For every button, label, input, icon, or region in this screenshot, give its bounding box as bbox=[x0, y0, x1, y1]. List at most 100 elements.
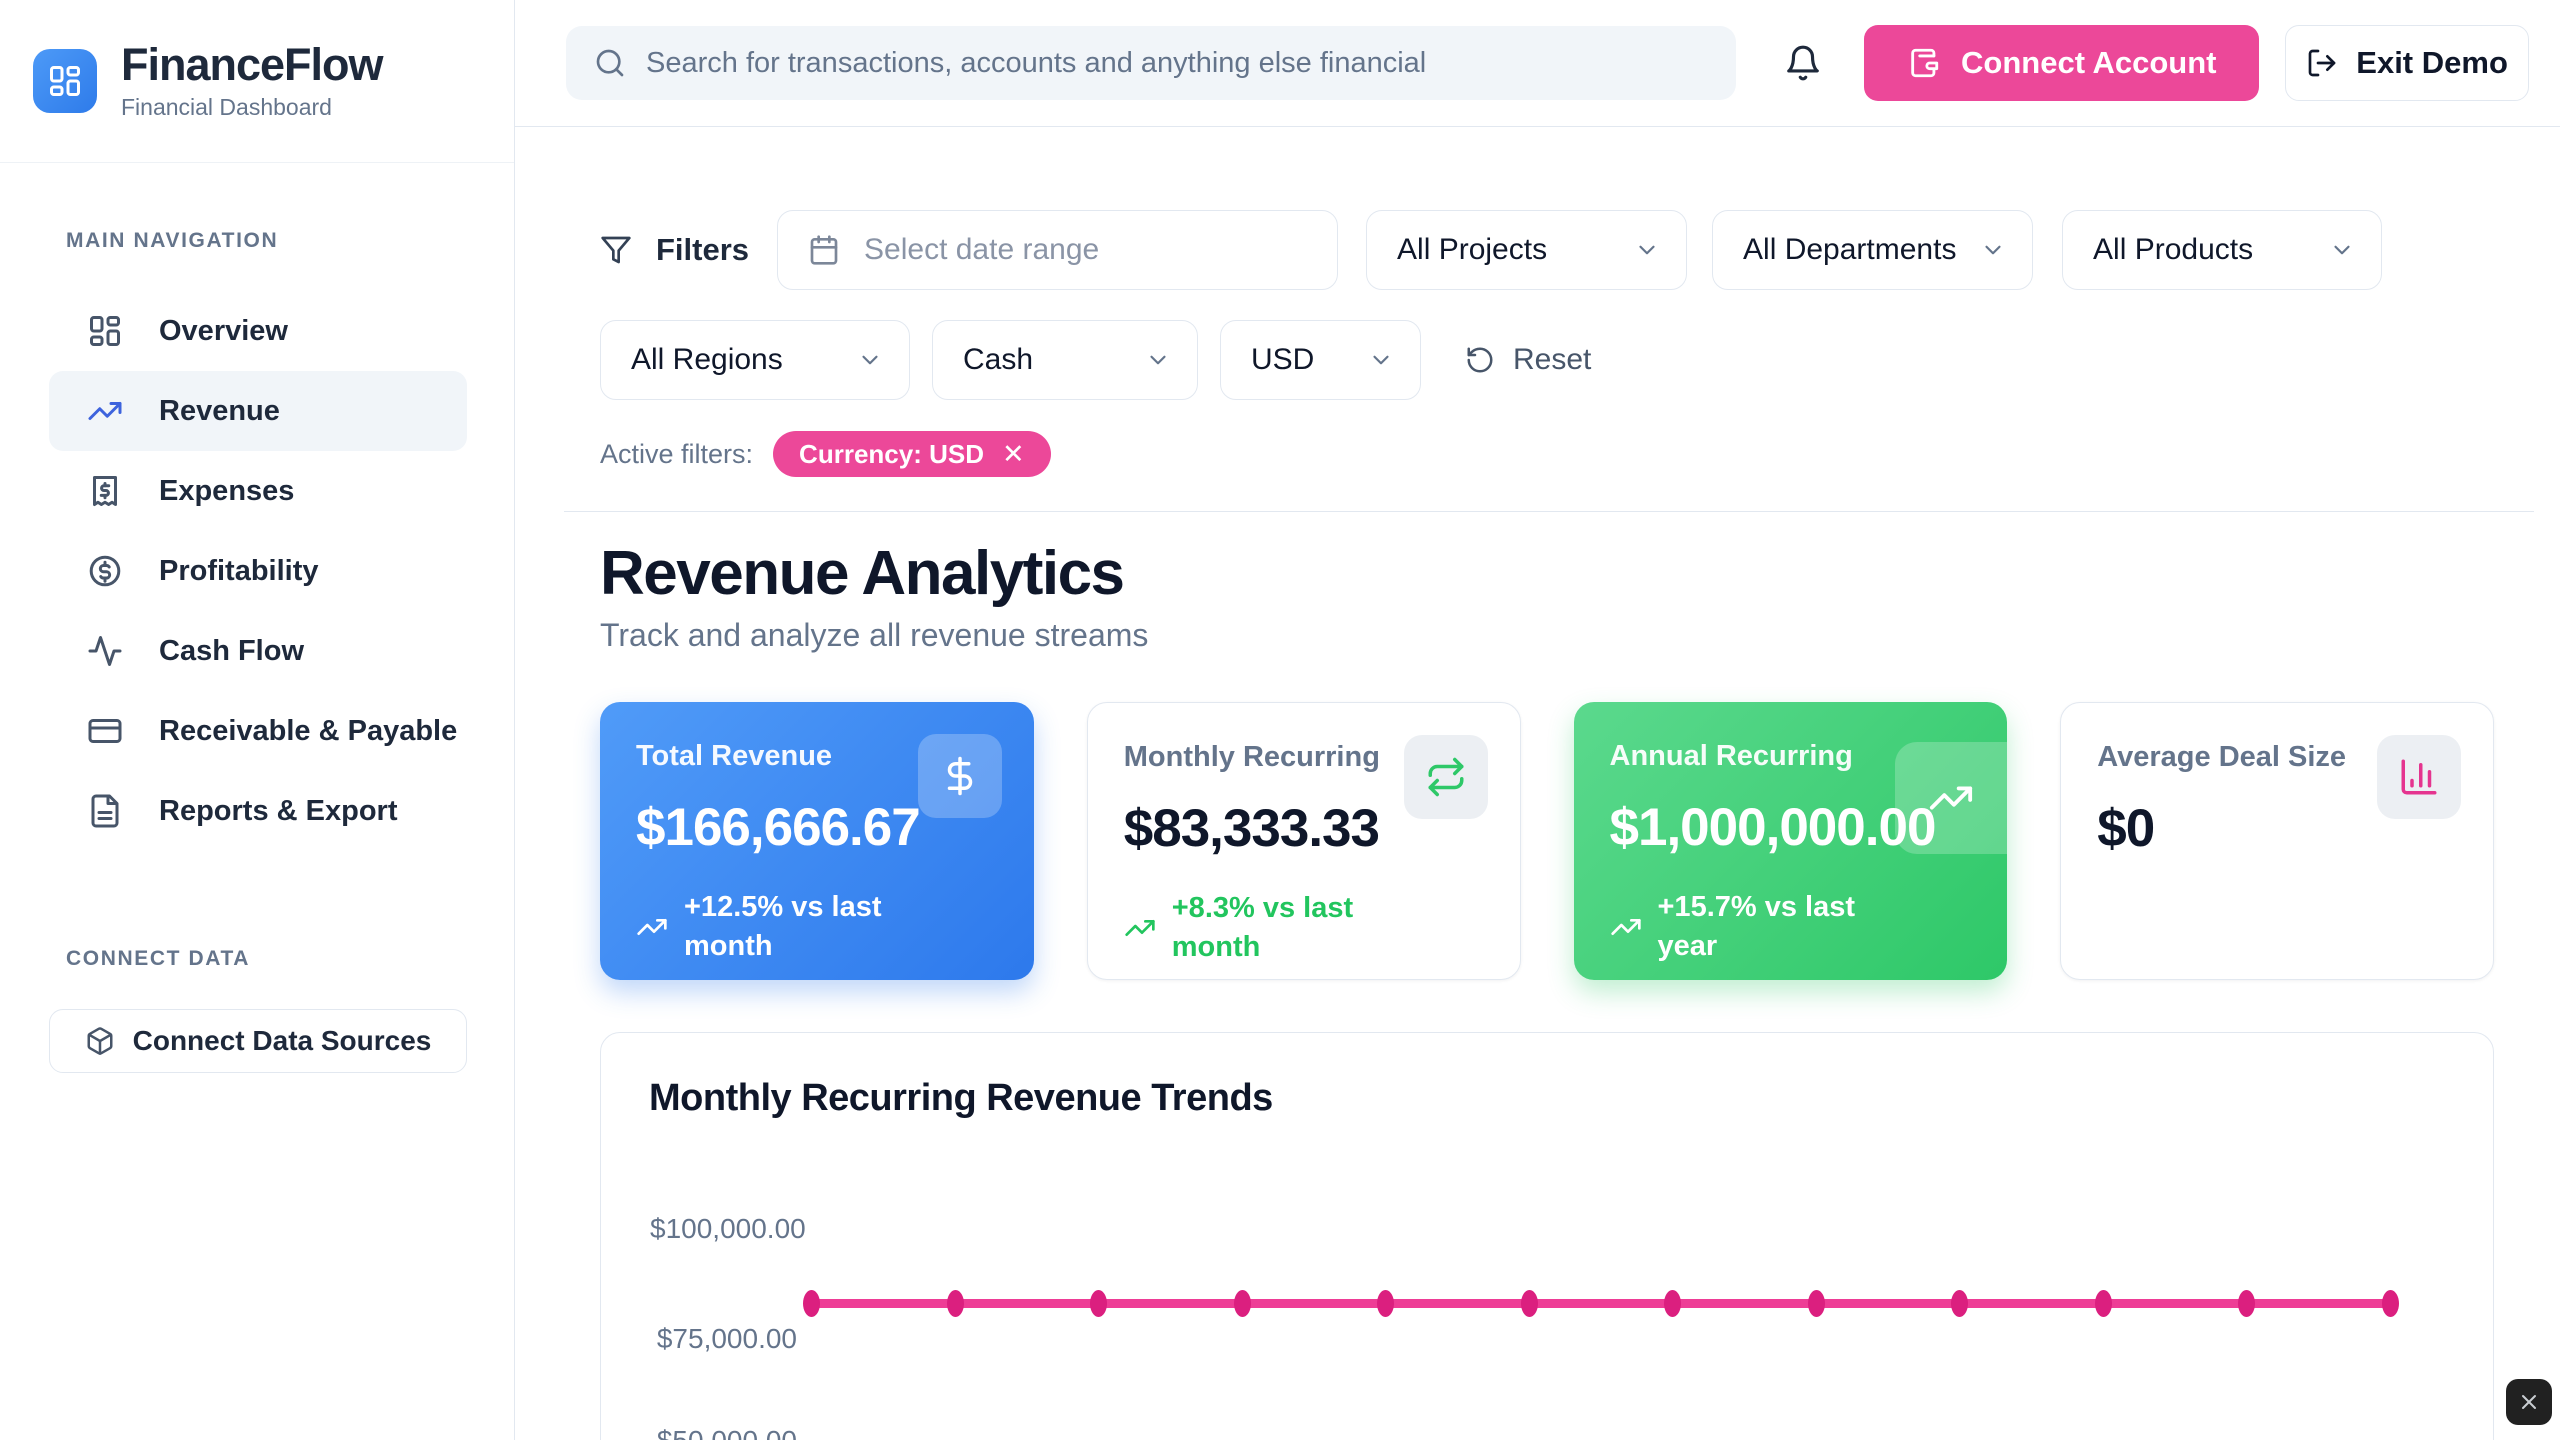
trending-up-icon bbox=[1930, 786, 1973, 810]
chart-point bbox=[803, 1290, 820, 1318]
exit-demo-label: Exit Demo bbox=[2356, 45, 2508, 80]
projects-dropdown[interactable]: All Projects bbox=[1366, 210, 1688, 290]
brand-title: FinanceFlow bbox=[121, 39, 384, 91]
kpi-icon-badge bbox=[1403, 735, 1488, 820]
kpi-icon-badge bbox=[2377, 735, 2461, 820]
sidebar-item-reports-export[interactable]: Reports & Export bbox=[49, 771, 467, 851]
date-range-placeholder: Select date range bbox=[864, 233, 1100, 266]
page-title: Revenue Analytics bbox=[600, 539, 1125, 608]
kpi-icon-badge bbox=[917, 734, 1002, 819]
kpi-card-monthly-recurring: Monthly Recurring $83,333.33 +8.3% vs la… bbox=[1086, 702, 1521, 981]
log-out-icon bbox=[2308, 49, 2336, 77]
accounting-basis-dropdown[interactable]: Cash bbox=[932, 320, 1198, 400]
currency-dropdown[interactable]: USD bbox=[1220, 320, 1421, 400]
notifications-button[interactable] bbox=[1778, 38, 1828, 88]
projects-dropdown-value: All Projects bbox=[1397, 233, 1548, 266]
dollar-icon bbox=[947, 757, 972, 796]
kpi-delta: +12.5% vs last month bbox=[636, 888, 946, 966]
brand-text: FinanceFlow Financial Dashboard bbox=[121, 39, 384, 120]
chevron-down-icon bbox=[862, 355, 878, 365]
sidebar-item-label: Revenue bbox=[159, 394, 280, 427]
accounting-basis-dropdown-value: Cash bbox=[963, 343, 1034, 376]
main-navigation: Overview Revenue Expenses bbox=[0, 291, 514, 851]
sidebar: FinanceFlow Financial Dashboard MAIN NAV… bbox=[0, 0, 515, 1440]
receipt-icon bbox=[93, 476, 117, 506]
regions-dropdown[interactable]: All Regions bbox=[600, 320, 910, 400]
sidebar-item-cash-flow[interactable]: Cash Flow bbox=[49, 611, 467, 691]
active-filters-label: Active filters: bbox=[600, 438, 754, 469]
kpi-card-annual-recurring: Annual Recurring $1,000,000.00 +15.7% vs… bbox=[1573, 702, 2008, 981]
search-box bbox=[566, 26, 1737, 100]
kpi-label: Average Deal Size bbox=[2097, 741, 2347, 774]
active-filter-chip-currency[interactable]: Currency: USD ✕ bbox=[773, 431, 1051, 477]
reset-filters-button[interactable]: Reset bbox=[1465, 343, 1591, 377]
kpi-delta-text: +12.5% vs last month bbox=[684, 891, 882, 963]
exit-demo-button[interactable]: Exit Demo bbox=[2285, 25, 2529, 101]
sidebar-item-overview[interactable]: Overview bbox=[49, 291, 467, 371]
chart-point bbox=[1233, 1290, 1251, 1318]
sidebar-item-revenue[interactable]: Revenue bbox=[49, 371, 467, 451]
credit-card-icon bbox=[88, 719, 122, 743]
connect-data-sources-button[interactable]: Connect Data Sources bbox=[49, 1009, 467, 1073]
y-axis-tick: $75,000.00 bbox=[656, 1323, 797, 1355]
sidebar-item-label: Reports & Export bbox=[159, 794, 398, 827]
chevron-down-icon bbox=[2334, 245, 2350, 255]
y-axis-tick: $100,000.00 bbox=[650, 1213, 806, 1245]
close-icon bbox=[2522, 1395, 2536, 1409]
active-filters-row: Active filters: Currency: USD ✕ bbox=[600, 431, 2494, 477]
sidebar-item-receivable-payable[interactable]: Receivable & Payable bbox=[49, 691, 467, 771]
main-area: Connect Account Exit Demo Filters bbox=[515, 0, 2560, 1440]
reset-filters-label: Reset bbox=[1513, 343, 1592, 376]
chart-point bbox=[1377, 1290, 1395, 1318]
search-input[interactable] bbox=[646, 46, 1709, 80]
chevron-down-icon bbox=[1373, 355, 1389, 365]
app-logo bbox=[33, 49, 97, 113]
departments-dropdown-value: All Departments bbox=[1743, 233, 1957, 266]
brand: FinanceFlow Financial Dashboard bbox=[0, 0, 514, 163]
kpi-value: $1,000,000.00 bbox=[1609, 798, 1937, 858]
chart-point bbox=[946, 1290, 964, 1318]
chevron-down-icon bbox=[1639, 245, 1655, 255]
currency-dropdown-value: USD bbox=[1251, 343, 1315, 376]
rotate-ccw-icon bbox=[1467, 347, 1493, 373]
kpi-icon-badge bbox=[1895, 742, 2008, 855]
sidebar-item-profitability[interactable]: Profitability bbox=[49, 531, 467, 611]
close-icon[interactable]: ✕ bbox=[1001, 438, 1025, 469]
trending-up-icon bbox=[88, 402, 122, 420]
bell-icon bbox=[1787, 45, 1820, 81]
active-filter-chip-text: Currency: USD bbox=[799, 438, 984, 469]
connect-account-button[interactable]: Connect Account bbox=[1864, 25, 2260, 101]
chart-point bbox=[1090, 1290, 1108, 1318]
kpi-delta-text: +8.3% vs last month bbox=[1171, 892, 1354, 964]
overlay-close-button[interactable] bbox=[2506, 1379, 2552, 1425]
bar-chart-icon bbox=[2401, 759, 2437, 795]
chart-line bbox=[812, 1299, 2391, 1309]
funnel-icon bbox=[601, 236, 631, 264]
sidebar-item-label: Receivable & Payable bbox=[159, 714, 458, 747]
products-dropdown[interactable]: All Products bbox=[2062, 210, 2383, 290]
cube-icon bbox=[87, 1027, 113, 1055]
activity-icon bbox=[88, 636, 122, 666]
page-header: Revenue Analytics Track and analyze all … bbox=[600, 538, 2494, 654]
chart-point bbox=[1807, 1290, 1825, 1318]
kpi-card-total-revenue: Total Revenue $166,666.67 +12.5% vs last… bbox=[600, 702, 1034, 981]
trending-up-icon bbox=[1610, 919, 1641, 936]
connect-account-label: Connect Account bbox=[1961, 45, 2217, 80]
calendar-icon bbox=[810, 235, 838, 265]
kpi-card-average-deal-size: Average Deal Size $0 bbox=[2060, 702, 2494, 981]
departments-dropdown[interactable]: All Departments bbox=[1712, 210, 2034, 290]
chart-point bbox=[2382, 1290, 2399, 1318]
connect-data-heading: CONNECT DATA bbox=[66, 947, 251, 970]
kpi-label: Annual Recurring bbox=[1609, 740, 1853, 773]
regions-dropdown-value: All Regions bbox=[631, 343, 783, 376]
sidebar-item-label: Expenses bbox=[159, 474, 295, 507]
date-range-input[interactable]: Select date range bbox=[777, 210, 1339, 290]
kpi-value: $0 bbox=[2097, 799, 2155, 859]
sidebar-item-label: Cash Flow bbox=[159, 634, 305, 667]
chart-point bbox=[1664, 1290, 1682, 1318]
page-content: Filters Select date range All Projects A… bbox=[515, 127, 2560, 1440]
page-subtitle: Track and analyze all revenue streams bbox=[600, 617, 1149, 654]
sidebar-item-expenses[interactable]: Expenses bbox=[49, 451, 467, 531]
wallet-icon bbox=[1911, 48, 1939, 78]
